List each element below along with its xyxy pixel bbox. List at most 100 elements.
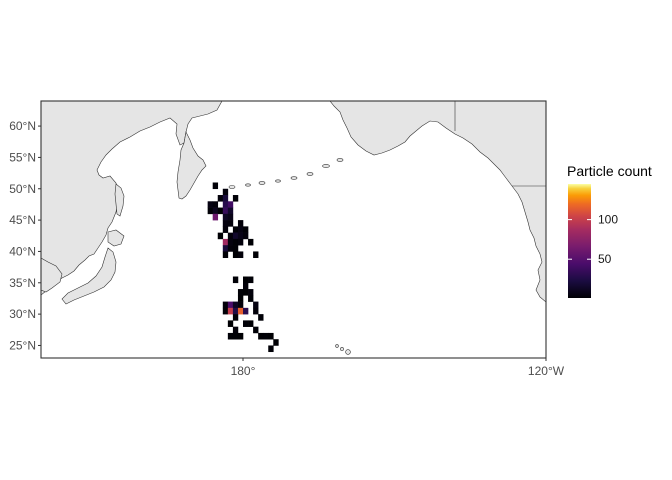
y-tick-label: 60°N (9, 119, 36, 133)
heatmap-cell (222, 213, 229, 221)
land-kamchatka (176, 131, 207, 200)
heatmap-cell (237, 226, 244, 233)
heatmap-cell (227, 201, 234, 208)
land-hawaii (335, 344, 351, 355)
y-tick-label: 50°N (9, 182, 36, 196)
heatmap-cell (258, 332, 264, 340)
heatmap-cell (212, 182, 219, 190)
heatmap-cell (237, 232, 244, 240)
heatmap-cell (222, 188, 229, 196)
land-aleutians (228, 158, 344, 189)
y-tick-label: 35°N (9, 276, 36, 290)
land-layer (41, 101, 546, 355)
heatmap-cell (222, 301, 229, 309)
y-tick-label: 30°N (9, 307, 36, 321)
x-tick-label: 180° (231, 364, 256, 378)
heatmap-cell (237, 301, 244, 309)
heatmap-cell (237, 332, 244, 340)
heatmap-cell (222, 226, 229, 233)
heatmap-cell (268, 332, 274, 340)
x-tick-label: 120°W (528, 364, 565, 378)
land-korea (41, 257, 63, 293)
heatmap-cell (232, 307, 239, 315)
heatmap-cell (232, 326, 239, 334)
heatmap-cell (232, 226, 239, 233)
x-axis: 180° 120°W (231, 358, 565, 378)
heatmap-cell (237, 220, 244, 227)
heatmap-cell (222, 238, 229, 246)
heatmap-cell (253, 251, 259, 259)
heatmap-cell (207, 201, 213, 208)
heatmap-cell (243, 232, 249, 240)
heatmap-cell (243, 307, 249, 315)
heatmap-cell (253, 301, 259, 309)
heatmap-cell (237, 307, 244, 315)
heatmap-cell (207, 207, 213, 215)
y-axis: 25°N 30°N 35°N 40°N 45°N 50°N 55°N 60°N (9, 119, 41, 352)
heatmap-cell (222, 201, 229, 208)
heatmap-cell (222, 207, 229, 215)
heatmap-cell (258, 314, 264, 321)
heatmap-cell (232, 245, 239, 252)
heatmap-cell (232, 301, 239, 309)
heatmap-cell (222, 220, 229, 227)
legend-tick-label: 100 (598, 213, 618, 227)
y-tick-label: 55°N (9, 150, 36, 164)
heatmap-cell (227, 245, 234, 252)
heatmap-cell (222, 251, 229, 259)
heatmap-cell (232, 232, 239, 240)
legend-colorbar (568, 184, 591, 298)
heatmap-cell (243, 282, 249, 290)
heatmap-cell (248, 295, 254, 302)
heatmap-cell (248, 289, 254, 296)
heatmap-cell (243, 276, 249, 284)
legend-title: Particle count (567, 163, 652, 179)
heatmap-cell (227, 332, 234, 340)
heatmap-cell (268, 345, 274, 353)
heatmap-cell (222, 245, 229, 252)
heatmap-cell (263, 332, 269, 340)
heatmap-cell (232, 251, 239, 259)
land-sakhalin (114, 183, 125, 217)
heatmap-cell (227, 238, 234, 246)
heatmap-cell (253, 326, 259, 334)
heatmap-cell (227, 307, 234, 315)
legend-tick-label: 50 (598, 252, 612, 266)
heatmap-cell (217, 195, 224, 202)
heatmap-cell (227, 320, 234, 327)
heatmap-cell (248, 320, 254, 327)
heatmap-cell (237, 238, 244, 246)
heatmap-cells (207, 182, 279, 353)
heatmap-cell (237, 295, 244, 302)
land-hokkaido (107, 229, 125, 247)
y-tick-label: 45°N (9, 213, 36, 227)
y-tick-label: 40°N (9, 244, 36, 258)
heatmap-cell (248, 238, 254, 246)
legend: Particle count 50 100 (567, 163, 652, 298)
heatmap-cell (232, 195, 239, 202)
heatmap-cell (222, 307, 229, 315)
heatmap-cell (227, 220, 234, 227)
heatmap-cell (227, 232, 234, 240)
heatmap-cell (217, 232, 224, 240)
heatmap-cell (212, 201, 219, 208)
heatmap-cell (232, 314, 239, 321)
heatmap-cell (227, 207, 234, 215)
ocean-background (41, 101, 546, 358)
heatmap-cell (243, 289, 249, 296)
land-honshu (61, 247, 117, 305)
heatmap-cell (222, 195, 229, 202)
heatmap-cell (237, 251, 244, 259)
y-tick-label: 25°N (9, 338, 36, 352)
heatmap-cell (237, 289, 244, 296)
heatmap-cell (212, 207, 219, 215)
panel-border (40, 100, 547, 359)
heatmap-cell (243, 226, 249, 233)
heatmap-cell (243, 320, 249, 327)
heatmap-cell (232, 238, 239, 246)
heatmap-cell (217, 207, 224, 215)
heatmap-cell (248, 276, 254, 284)
heatmap-cell (227, 301, 234, 309)
